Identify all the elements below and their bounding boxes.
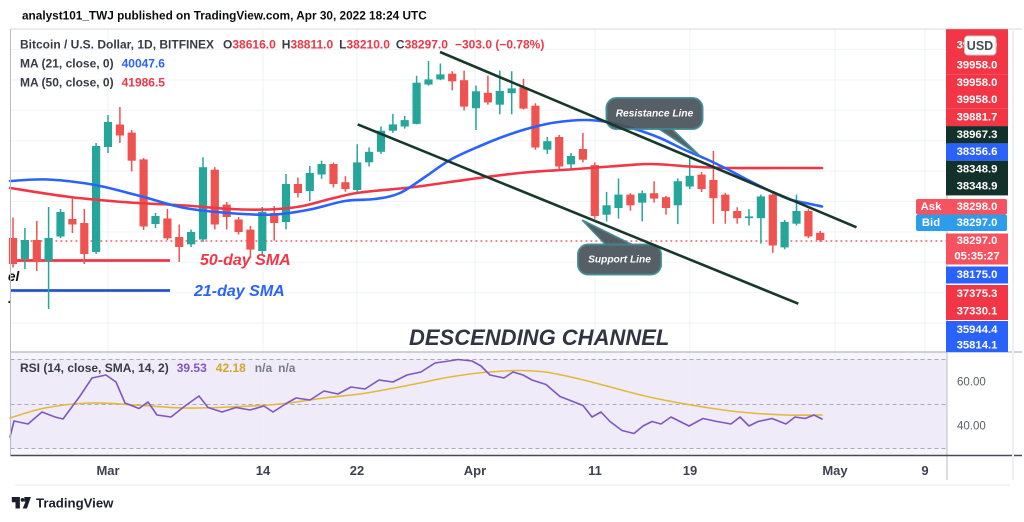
svg-text:.: . xyxy=(8,291,12,306)
svg-text:60.00: 60.00 xyxy=(957,377,986,389)
svg-text:DESCENDING CHANNEL: DESCENDING CHANNEL xyxy=(409,325,669,350)
svg-text:Bitcoin / U.S. Dollar, 1D, BIT: Bitcoin / U.S. Dollar, 1D, BITFINEX O3861… xyxy=(20,38,544,52)
svg-text:el: el xyxy=(8,269,20,284)
svg-text:50-day SMA: 50-day SMA xyxy=(200,252,291,269)
svg-text:Resistance Line: Resistance Line xyxy=(616,109,694,120)
svg-text:39958.0: 39958.0 xyxy=(957,60,998,72)
svg-text:37330.1: 37330.1 xyxy=(957,305,998,317)
svg-text:Apr: Apr xyxy=(464,463,486,478)
svg-text:MA (21, close, 0)40047.6: MA (21, close, 0) 40047.6 xyxy=(20,57,165,71)
svg-text:RSI (14, close, SMA, 14, 2)39.: RSI (14, close, SMA, 14, 2) 39.53 42.18 n/a… xyxy=(20,361,296,375)
svg-text:35944.4: 35944.4 xyxy=(957,324,999,336)
svg-text:38356.6: 38356.6 xyxy=(957,146,998,158)
svg-text:Support Line: Support Line xyxy=(588,255,651,266)
svg-text:39958.0: 39958.0 xyxy=(957,77,998,89)
svg-text:22: 22 xyxy=(350,463,364,478)
svg-text:38297.0: 38297.0 xyxy=(957,217,998,229)
svg-text:38175.0: 38175.0 xyxy=(957,269,998,281)
svg-text:Ask: Ask xyxy=(921,201,942,213)
svg-text:Mar: Mar xyxy=(96,463,119,478)
svg-text:37375.3: 37375.3 xyxy=(957,288,998,300)
svg-text:19: 19 xyxy=(683,463,697,478)
svg-text:14: 14 xyxy=(256,463,271,478)
svg-text:USD: USD xyxy=(967,39,993,53)
svg-text:39881.7: 39881.7 xyxy=(957,111,998,123)
svg-text:39958.0: 39958.0 xyxy=(957,94,998,106)
svg-text:40.00: 40.00 xyxy=(957,421,986,433)
svg-text:05:35:27: 05:35:27 xyxy=(954,251,999,263)
svg-text:May: May xyxy=(822,463,848,478)
svg-text:9: 9 xyxy=(921,463,928,478)
svg-text:TradingView: TradingView xyxy=(36,496,114,511)
svg-text:38297.0: 38297.0 xyxy=(957,235,998,247)
svg-text:analyst101_TWJ published on Tr: analyst101_TWJ published on TradingView.… xyxy=(22,9,427,23)
svg-text:11: 11 xyxy=(588,463,602,478)
svg-text:Bid: Bid xyxy=(922,217,940,229)
svg-text:38967.3: 38967.3 xyxy=(957,129,998,141)
svg-text:MA (50, close, 0)41986.5: MA (50, close, 0) 41986.5 xyxy=(20,76,165,90)
svg-text:38348.9: 38348.9 xyxy=(957,181,998,193)
svg-text:38348.9: 38348.9 xyxy=(957,163,998,175)
svg-text:38298.0: 38298.0 xyxy=(957,201,998,213)
svg-text:35814.1: 35814.1 xyxy=(957,339,998,351)
svg-text:21-day SMA: 21-day SMA xyxy=(193,283,285,300)
